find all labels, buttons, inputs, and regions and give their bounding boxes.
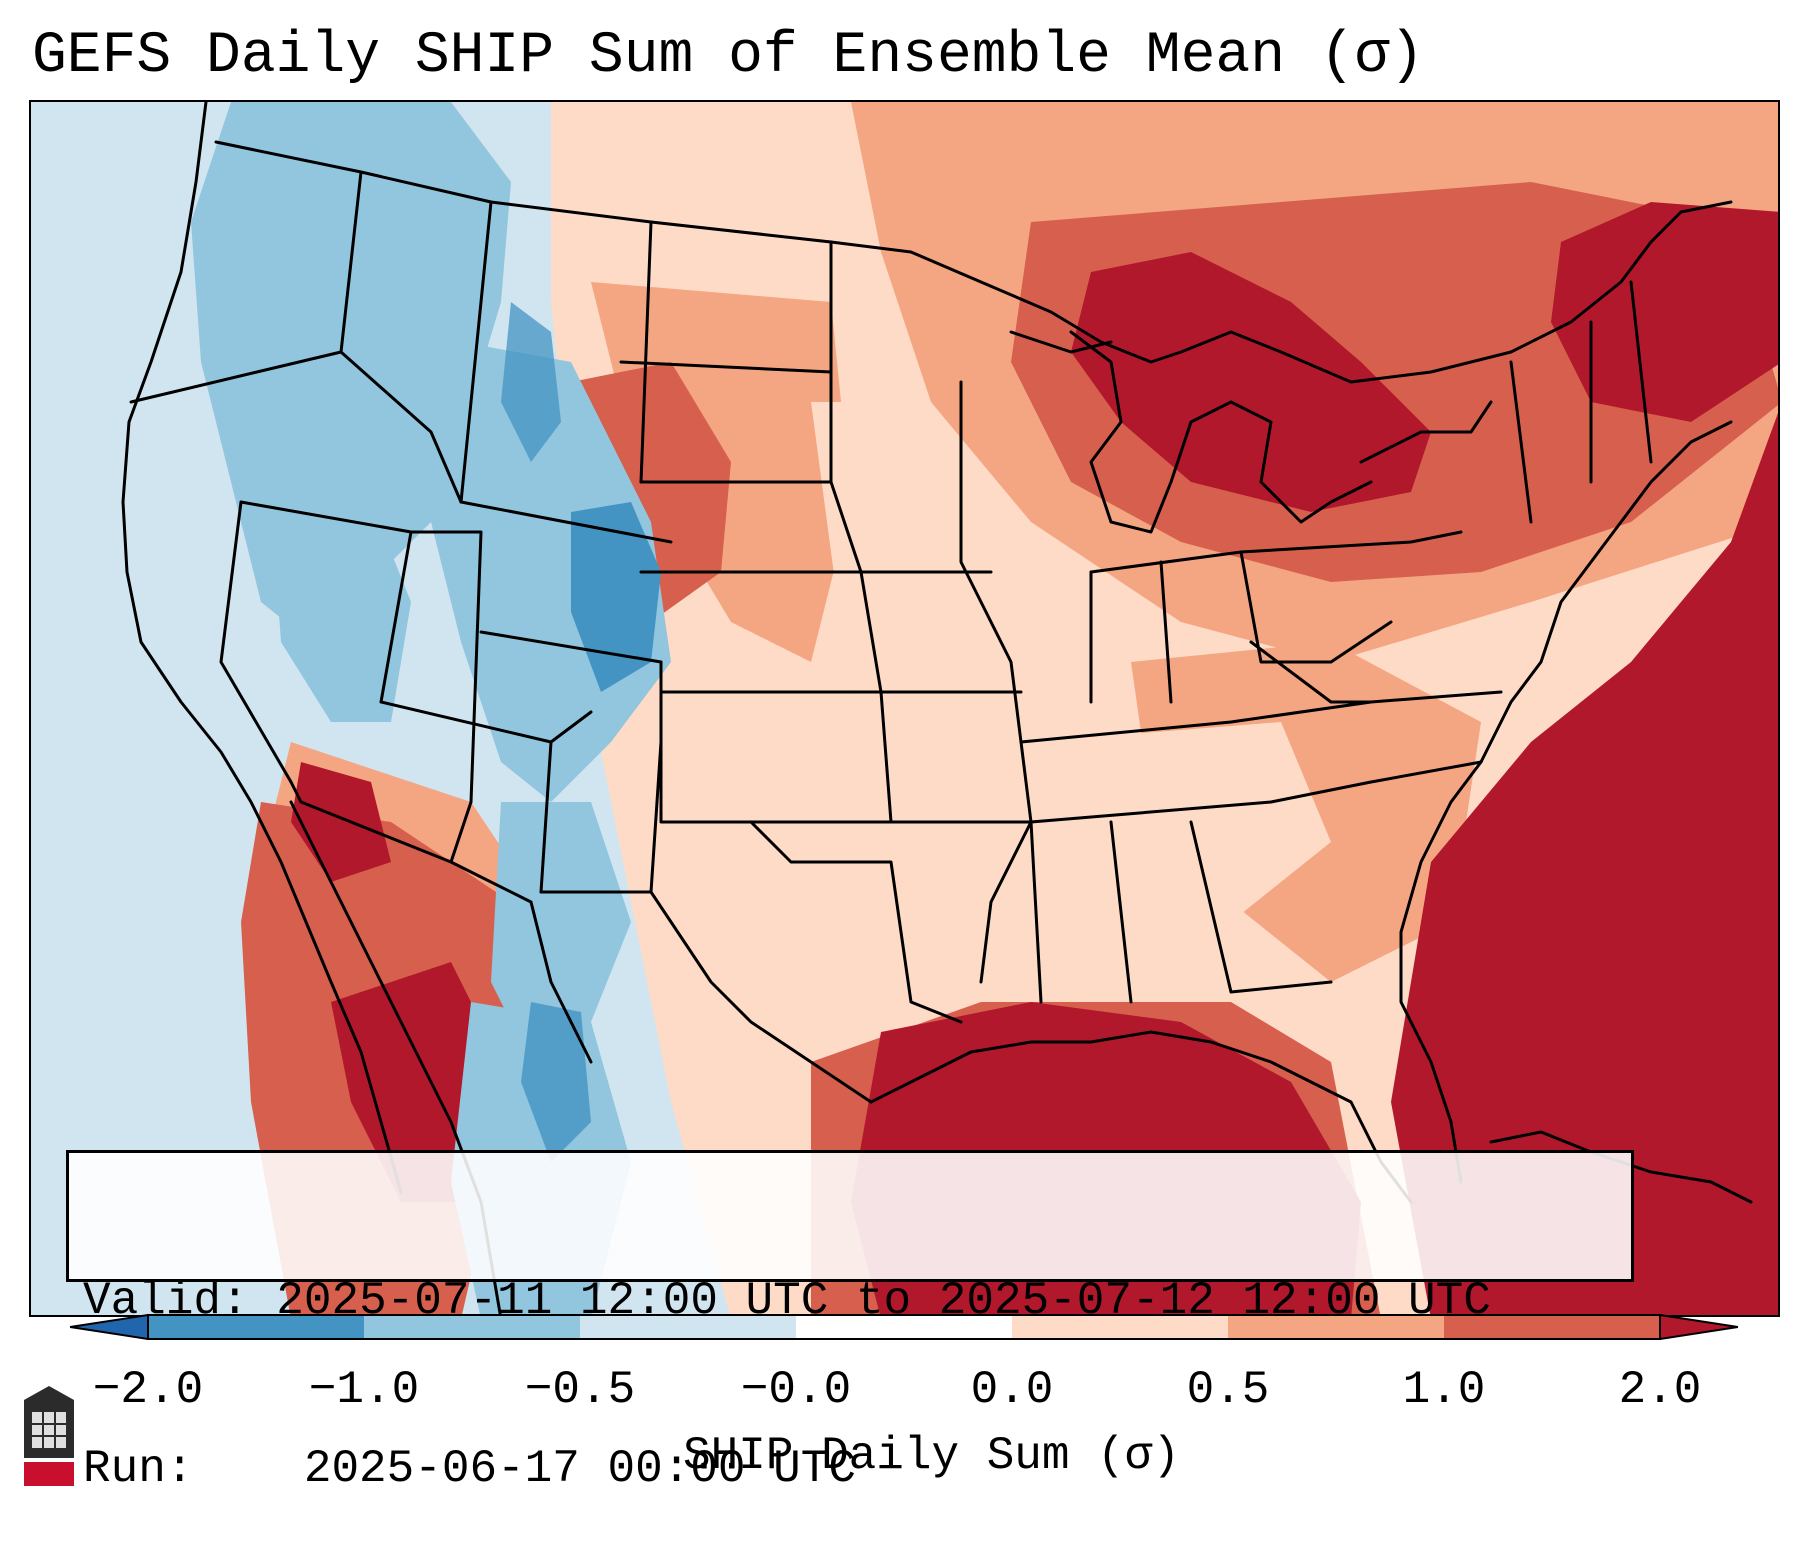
colorbar-bin: [148, 1315, 365, 1339]
map-title: GEFS Daily SHIP Sum of Ensemble Mean (σ): [32, 24, 1425, 89]
boundaries: [121, 102, 1753, 1315]
map-panel: [29, 100, 1780, 1317]
ship-field-map: [31, 102, 1778, 1315]
colorbar-label: SHIP Daily Sum (σ): [683, 1430, 1180, 1482]
field-extreme-newengland: [1551, 202, 1778, 422]
colorbar-bin: [796, 1315, 1013, 1339]
colorbar-bin: [1444, 1315, 1661, 1339]
run-value: 2025-06-17 00:00 UTC: [303, 1443, 856, 1495]
valid-run-info-box: Valid: 2025-07-11 12:00 UTC to 2025-07-1…: [66, 1150, 1634, 1495]
colorbar-tick-label: 1.0: [1402, 1364, 1486, 1416]
colorbar-bin: [70, 1314, 149, 1340]
colorbar-tick-label: −1.0: [308, 1364, 420, 1416]
colorbar-tick-labels: −2.0 −1.0 −0.5 −0.0 0.0 0.5 1.0 2.0: [0, 1362, 1803, 1422]
colorbar-bin: [1228, 1315, 1445, 1339]
colorbar-bin: [1659, 1314, 1738, 1340]
field-mild-southeast: [1031, 722, 1331, 922]
field-cool-greatbasin: [271, 502, 411, 722]
colorbar-tick-label: 0.0: [970, 1364, 1054, 1416]
colorbar-tick-label: −0.0: [740, 1364, 852, 1416]
colorbar-tick-label: −2.0: [92, 1364, 204, 1416]
field-strong-wyoming: [571, 362, 731, 622]
field-extreme-atlantic: [1391, 412, 1778, 1315]
field-coldest-mexico: [521, 1002, 591, 1162]
colorbar: [70, 1314, 1738, 1340]
run-label: Run:: [83, 1443, 194, 1495]
colorbar-tick-label: 0.5: [1186, 1364, 1270, 1416]
field-extreme-lakes: [1071, 252, 1431, 512]
run-line: Run: 2025-06-17 00:00 UTC: [83, 1441, 1631, 1497]
niu-logo: [24, 1386, 74, 1486]
colorbar-bin: [1012, 1315, 1229, 1339]
colorbar-tick-label: −0.5: [524, 1364, 636, 1416]
colorbar-bin: [580, 1315, 797, 1339]
field-cool-rockies: [431, 342, 671, 802]
colorbar-tick-label: 2.0: [1618, 1364, 1702, 1416]
field-cool-newmexico: [491, 802, 631, 1062]
colorbar-bin: [364, 1315, 581, 1339]
field-coldest-colorado: [571, 502, 661, 692]
field-coldest-idaho: [501, 302, 561, 462]
